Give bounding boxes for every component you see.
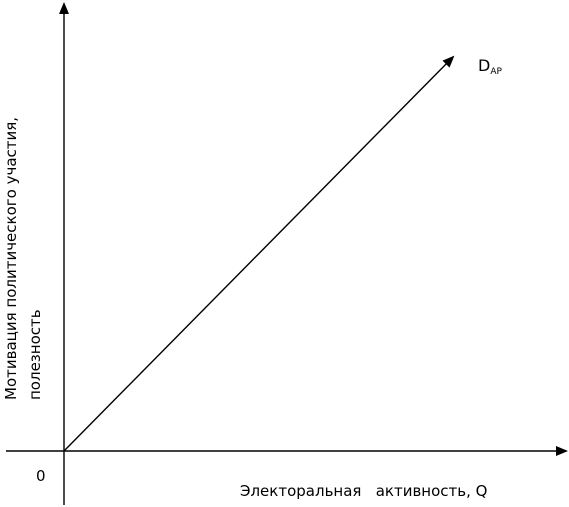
y-axis-label-line1: Мотивация политического участия,: [2, 117, 20, 400]
y-axis-label-line2: полезность: [26, 309, 44, 400]
dap-curve-label-subscript: AP: [490, 67, 502, 77]
x-axis-label: Электоральная активность, Q: [240, 482, 487, 500]
y-axis-label: Мотивация политического участия, полезно…: [2, 117, 44, 400]
dap-line: [63, 55, 455, 452]
dap-curve-label-main: D: [478, 56, 490, 75]
origin-label: 0: [36, 467, 46, 485]
dap-curve-label: DAP: [478, 56, 502, 77]
